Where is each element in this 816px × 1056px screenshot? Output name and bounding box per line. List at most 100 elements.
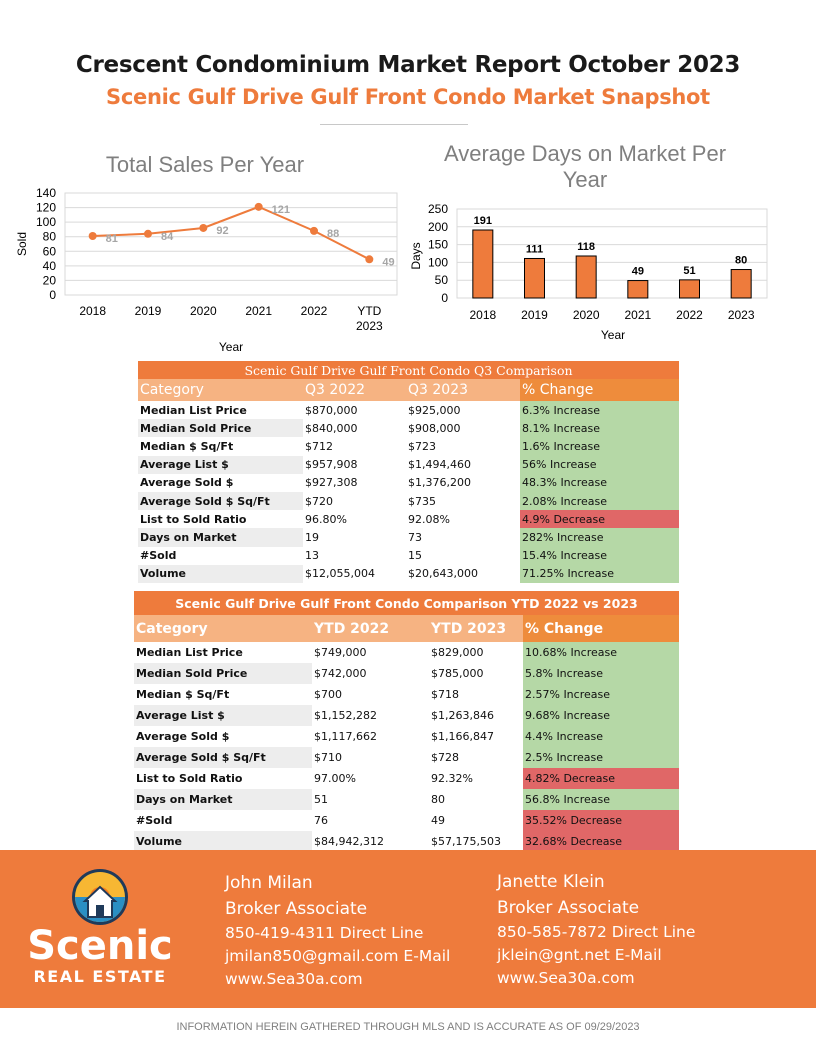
row-value-current: 80 <box>431 793 445 806</box>
row-value-prior: $749,000 <box>314 646 367 659</box>
row-pct-change: 2.08% Increase <box>520 491 679 511</box>
header-ytd-2022: YTD 2022 <box>312 615 429 642</box>
agent-email[interactable]: jklein@gnt.net E-Mail <box>497 946 662 964</box>
y-axis-title: Sold <box>15 232 29 256</box>
row-value-current: $1,494,460 <box>408 458 471 472</box>
agent-phone[interactable]: 850-419-4311 Direct Line <box>225 924 424 942</box>
agent-website[interactable]: www.Sea30a.com <box>225 970 363 988</box>
x-tick-label: 2021 <box>624 308 651 322</box>
row-category: Average Sold $ Sq/Ft <box>138 491 303 511</box>
data-label: 121 <box>272 204 290 216</box>
row-category: Average Sold $ <box>134 726 312 747</box>
agent-phone[interactable]: 850-585-7872 Direct Line <box>497 923 696 941</box>
row-category: Average List $ <box>138 455 303 474</box>
table-row: Volume $12,055,004 $20,643,000 71.25% Incre… <box>138 564 679 583</box>
data-label: 111 <box>526 243 543 255</box>
bar <box>627 280 649 299</box>
row-pct-change: 35.52% Decrease <box>523 810 679 831</box>
series-line <box>92 205 370 261</box>
row-value-current: 92.08% <box>408 512 450 526</box>
x-tick-label: YTD <box>357 304 381 318</box>
ytd-comparison-table: Scenic Gulf Drive Gulf Front Condo Compa… <box>134 591 679 852</box>
header-category: Category <box>138 379 303 401</box>
row-category: Days on Market <box>134 789 312 810</box>
x-tick-label: 2018 <box>79 304 106 318</box>
x-tick-label: 2019 <box>521 308 548 322</box>
header-ytd-2023: YTD 2023 <box>429 615 523 642</box>
y-tick-label: 120 <box>36 201 56 215</box>
row-value-current: $735 <box>408 494 436 508</box>
row-value-prior: $712 <box>305 439 333 453</box>
data-label: 84 <box>161 231 174 243</box>
row-category: Median $ Sq/Ft <box>134 684 312 705</box>
row-pct-change: 48.3% Increase <box>520 473 679 492</box>
line-chart-title: Total Sales Per Year <box>105 152 305 177</box>
row-category: Median Sold Price <box>134 663 312 684</box>
data-point <box>365 255 374 264</box>
data-point <box>310 226 318 235</box>
header-category: Category <box>134 615 312 642</box>
agent-name: Janette Klein <box>497 872 605 892</box>
disclaimer: INFORMATION HEREIN GATHERED THROUGH MLS … <box>176 1021 640 1033</box>
row-pct-change: 2.57% Increase <box>523 684 679 705</box>
header-q3-2023: Q3 2023 <box>406 379 520 401</box>
row-value-prior: $1,152,282 <box>314 709 377 722</box>
data-label: 49 <box>382 256 394 268</box>
row-pct-change: 4.4% Increase <box>523 726 679 747</box>
table-row: Days on Market 51 80 56.8% Increase <box>134 789 679 810</box>
row-value-current: $829,000 <box>431 646 484 659</box>
data-label: 81 <box>106 233 118 245</box>
agent-role: Broker Associate <box>497 898 640 918</box>
house-logo-icon <box>72 869 128 925</box>
row-pct-change: 5.8% Increase <box>523 663 679 684</box>
data-label: 92 <box>216 225 228 237</box>
row-value-current: $1,376,200 <box>408 476 471 490</box>
row-pct-change: 4.9% Decrease <box>520 510 679 529</box>
row-pct-change: 8.1% Increase <box>520 419 679 438</box>
row-pct-change: 10.68% Increase <box>523 642 679 663</box>
y-tick-label: 0 <box>441 291 448 305</box>
row-value-prior: $870,000 <box>305 403 358 417</box>
x-tick-label: 2020 <box>190 304 217 318</box>
y-axis-title: Days <box>409 242 423 269</box>
row-value-current: 15 <box>408 549 422 563</box>
agent-name: John Milan <box>225 873 313 893</box>
row-pct-change: 282% Increase <box>520 528 679 547</box>
row-pct-change: 4.82% Decrease <box>523 768 679 789</box>
row-value-current: $20,643,000 <box>408 567 478 581</box>
table-row: Average Sold $ $1,117,662 $1,166,847 4.4% I… <box>134 726 679 747</box>
agent-website[interactable]: www.Sea30a.com <box>497 969 635 987</box>
row-value-current: $1,263,846 <box>431 709 494 722</box>
row-category: List to Sold Ratio <box>134 768 312 789</box>
y-tick-label: 140 <box>36 186 56 200</box>
row-value-prior: 97.00% <box>314 772 356 785</box>
y-tick-label: 80 <box>43 230 57 244</box>
row-pct-change: 32.68% Decrease <box>523 831 679 852</box>
y-tick-label: 200 <box>428 220 448 234</box>
row-value-current: 92.32% <box>431 772 473 785</box>
row-category: Volume <box>138 564 303 583</box>
y-tick-label: 40 <box>43 259 57 273</box>
table-row: Median Sold Price $742,000 $785,000 5.8% In… <box>134 663 679 684</box>
divider <box>320 124 468 125</box>
row-pct-change: 1.6% Increase <box>520 437 679 456</box>
data-label: 191 <box>474 215 492 227</box>
row-value-current: $1,166,847 <box>431 730 494 743</box>
data-point <box>254 202 263 211</box>
row-value-current: $57,175,503 <box>431 835 501 848</box>
y-tick-label: 250 <box>428 202 448 216</box>
x-tick-label: 2018 <box>469 308 496 322</box>
agent-card-1: John Milan Broker Associate 850-419-4311… <box>225 870 450 991</box>
report-subtitle: Scenic Gulf Drive Gulf Front Condo Marke… <box>106 85 710 109</box>
header-pct-change: % Change <box>520 379 679 401</box>
table-row: Median List Price $870,000 $925,000 6.3% In… <box>138 401 679 420</box>
row-value-prior: $84,942,312 <box>314 835 384 848</box>
row-value-current: $728 <box>431 751 459 764</box>
q3-table-header: Category Q3 2022 Q3 2023 % Change <box>138 379 679 401</box>
row-category: Median List Price <box>134 642 312 663</box>
bar-chart-title: Average Days on Market Per Year <box>443 141 727 192</box>
x-tick-label: 2023 <box>356 319 383 333</box>
agent-email[interactable]: jmilan850@gmail.com E-Mail <box>225 947 451 965</box>
row-value-prior: 13 <box>305 549 319 563</box>
plot-area <box>64 192 398 296</box>
